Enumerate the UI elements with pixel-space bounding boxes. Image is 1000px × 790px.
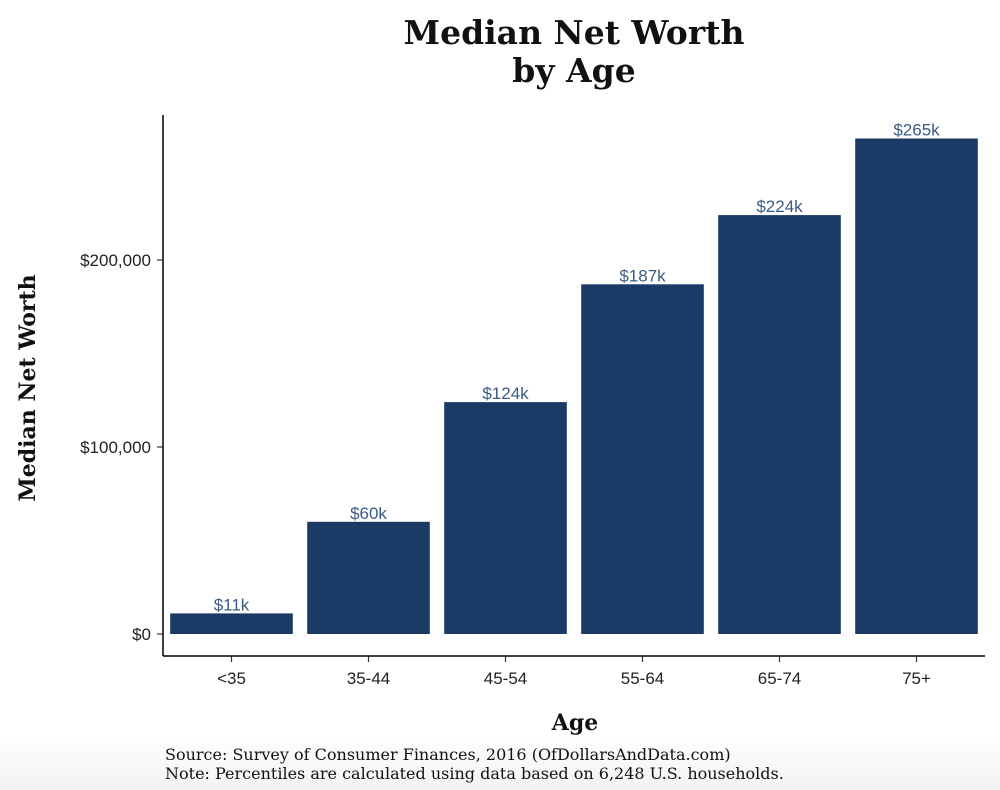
x-tick-label-75+: 75+ (902, 669, 931, 688)
x-tick-label-65-74: 65-74 (758, 669, 801, 688)
percentile-note: Note: Percentiles are calculated using d… (165, 764, 784, 783)
bars-group: $11k $60k $124k $187k $224k $265k (170, 121, 978, 634)
y-tick-label-100000: $100,000 (80, 438, 151, 457)
data-label-75+: $265k (893, 121, 940, 140)
bar-45-54 (444, 402, 567, 634)
bar-55-64 (581, 284, 704, 634)
x-tick-label-35-44: 35-44 (347, 669, 390, 688)
source-note: Source: Survey of Consumer Finances, 201… (165, 745, 731, 764)
bar-chart: $11k $60k $124k $187k $224k $265k <35 35-44 45-… (15, 115, 985, 736)
bar-35-44 (307, 521, 430, 634)
data-label-55-64: $187k (619, 266, 666, 285)
chart-title-line-1: Median Net Worth (403, 13, 745, 52)
chart-title: Median Net Worth by Age (0, 14, 1000, 90)
footer-notes: Source: Survey of Consumer Finances, 201… (165, 745, 784, 783)
y-tick-label-200000: $200,000 (80, 251, 151, 270)
data-label-35-44: $60k (350, 504, 387, 523)
data-label-<35: $11k (214, 595, 250, 614)
x-tick-label-55-64: 55-64 (621, 669, 664, 688)
y-axis-title: Median Net Worth (15, 274, 41, 501)
ticks-group: <35 35-44 45-54 55-64 65-74 75+ $0 $100,000 $200… (80, 251, 931, 688)
chart-title-line-2: by Age (512, 51, 636, 90)
x-tick-label-<35: <35 (217, 669, 246, 688)
bar-65-74 (718, 215, 841, 634)
data-label-45-54: $124k (482, 384, 529, 403)
x-tick-label-45-54: 45-54 (484, 669, 527, 688)
bar-75+ (855, 138, 978, 634)
bar-<35 (170, 613, 293, 634)
data-label-65-74: $224k (756, 197, 803, 216)
x-axis-title: Age (551, 710, 598, 736)
y-tick-label-0: $0 (132, 625, 151, 644)
